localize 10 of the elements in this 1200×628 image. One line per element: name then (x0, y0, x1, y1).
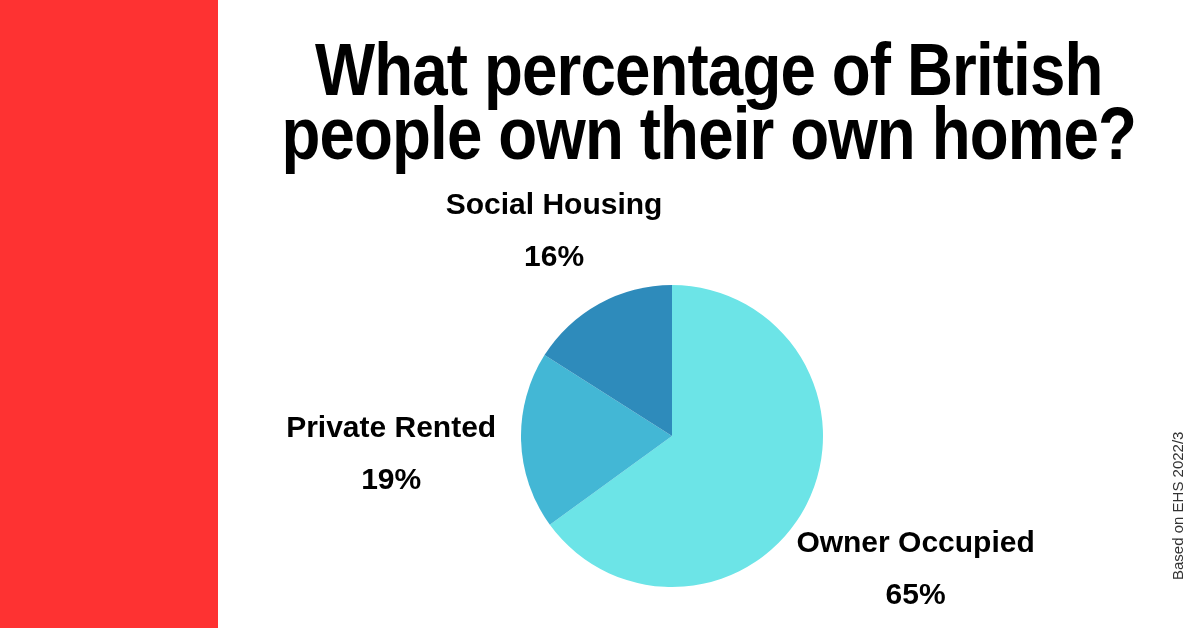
pie-slice (544, 285, 672, 436)
chart-title: What percentage of British people own their own home? (281, 28, 1137, 175)
data-label: 16% (524, 238, 585, 272)
slice-label: Social Housing (445, 186, 663, 220)
data-label: 19% (361, 461, 422, 495)
pie-slice (521, 355, 672, 525)
slice-label: Owner Occupied (796, 525, 1035, 559)
text: Based on EHS 2022/3 (1169, 431, 1186, 580)
slice-label: Private Rented (286, 409, 497, 443)
data-label: 65% (885, 577, 946, 611)
